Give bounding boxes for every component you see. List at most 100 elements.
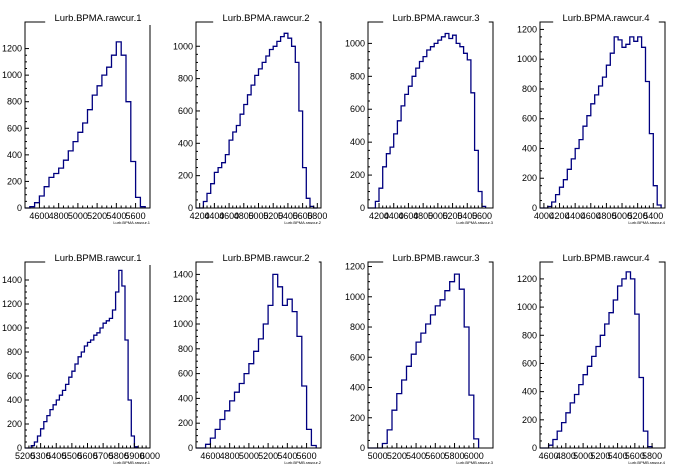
- title-box: [383, 252, 489, 265]
- y-tick-label: 800: [522, 330, 537, 340]
- histogram-series: [540, 271, 653, 449]
- x-tick-label: 5000: [368, 451, 388, 461]
- x-tick-label: 4800: [596, 211, 616, 221]
- x-tick-label: 5200: [387, 451, 407, 461]
- y-tick-label: 400: [7, 395, 22, 405]
- x-axis-label: Lurb.BPMA.rawcur.2: [284, 220, 321, 225]
- y-tick-label: 200: [350, 413, 365, 423]
- x-tick-label: 5600: [297, 451, 317, 461]
- x-axis-label: Lurb.BPMB.rawcur.1: [113, 460, 150, 465]
- histogram-series: [25, 269, 139, 449]
- y-tick-label: 600: [7, 371, 22, 381]
- chart-title: Lurb.BPMA.rawcur.1: [54, 13, 141, 24]
- y-tick-label: 600: [350, 352, 365, 362]
- y-tick-label: 200: [178, 171, 193, 181]
- x-tick-label: 5200: [590, 451, 610, 461]
- x-tick-label: 5000: [573, 451, 593, 461]
- y-tick-label: 200: [7, 176, 22, 186]
- x-tick-label: 4600: [200, 451, 220, 461]
- x-tick-label: 4600: [29, 211, 49, 221]
- title-box: [553, 12, 659, 25]
- x-tick-label: 5200: [628, 211, 648, 221]
- y-tick-label: 200: [522, 415, 537, 425]
- y-tick-label: 1000: [2, 70, 22, 80]
- y-tick-label: 1200: [2, 44, 22, 54]
- x-tick-label: 5400: [46, 451, 66, 461]
- x-tick-label: 4400: [204, 211, 224, 221]
- x-tick-label: 5200: [258, 451, 278, 461]
- y-tick-label: 800: [178, 74, 193, 84]
- histogram-panel: 0 200 400 600 800 1000 1200 1400 4600 4800 5000 520…: [173, 252, 322, 465]
- x-tick-label: 4800: [413, 211, 433, 221]
- y-tick-label: 600: [350, 104, 365, 114]
- chart-title: Lurb.BPMB.rawcur.3: [392, 253, 479, 264]
- x-tick-label: 5700: [93, 451, 113, 461]
- x-tick-label: 4600: [539, 451, 559, 461]
- y-tick-label: 400: [522, 387, 537, 397]
- x-tick-label: 5800: [109, 451, 129, 461]
- x-tick-label: 4600: [581, 211, 601, 221]
- x-tick-label: 5400: [406, 451, 426, 461]
- y-tick-label: 200: [7, 419, 22, 429]
- title-box: [213, 252, 319, 265]
- y-tick-label: 800: [350, 71, 365, 81]
- x-tick-label: 5600: [293, 211, 313, 221]
- x-tick-label: 4200: [550, 211, 570, 221]
- x-tick-label: 5400: [278, 211, 298, 221]
- x-tick-label: 4200: [190, 211, 210, 221]
- x-tick-label: 4600: [219, 211, 239, 221]
- y-tick-label: 1000: [517, 302, 537, 312]
- histogram-series: [196, 273, 317, 449]
- x-tick-label: 5600: [472, 211, 492, 221]
- x-tick-label: 5400: [608, 451, 628, 461]
- x-tick-label: 5600: [126, 211, 146, 221]
- y-tick-label: 0: [17, 443, 22, 453]
- y-tick-label: 1000: [345, 38, 365, 48]
- y-tick-label: 200: [178, 418, 193, 428]
- x-axis-label: Lurb.BPMA.rawcur.4: [628, 220, 665, 225]
- chart-title: Lurb.BPMA.rawcur.4: [562, 13, 649, 24]
- x-axis-label: Lurb.BPMB.rawcur.2: [284, 460, 321, 465]
- chart-title: Lurb.BPMB.rawcur.1: [54, 253, 141, 264]
- x-axis-label: Lurb.BPMA.rawcur.1: [113, 220, 150, 225]
- y-tick-label: 0: [17, 203, 22, 213]
- title-box: [553, 252, 659, 265]
- x-tick-label: 5000: [239, 451, 259, 461]
- x-tick-label: 5400: [643, 211, 663, 221]
- y-tick-label: 400: [178, 393, 193, 403]
- histogram-panel: 0 200 400 600 800 1000 1200 4600480050005200540…: [517, 252, 666, 465]
- y-tick-label: 600: [7, 123, 22, 133]
- y-tick-label: 1000: [173, 319, 193, 329]
- y-tick-label: 800: [7, 347, 22, 357]
- x-tick-label: 4800: [556, 451, 576, 461]
- y-tick-label: 400: [522, 143, 537, 153]
- y-tick-label: 400: [178, 138, 193, 148]
- x-tick-label: 5000: [248, 211, 268, 221]
- x-tick-label: 5000: [612, 211, 632, 221]
- histogram-series: [196, 32, 318, 209]
- y-tick-label: 1200: [2, 299, 22, 309]
- y-tick-label: 0: [360, 443, 365, 453]
- x-tick-label: 5600: [77, 451, 97, 461]
- x-tick-label: 5800: [445, 451, 465, 461]
- x-axis-label: Lurb.BPMB.rawcur.4: [628, 460, 665, 465]
- x-tick-label: 5300: [31, 451, 51, 461]
- x-tick-label: 4800: [49, 211, 69, 221]
- chart-title: Lurb.BPMB.rawcur.4: [562, 253, 649, 264]
- y-tick-label: 800: [7, 97, 22, 107]
- chart-title: Lurb.BPMA.rawcur.2: [222, 13, 309, 24]
- y-tick-label: 1000: [2, 323, 22, 333]
- x-tick-label: 4400: [384, 211, 404, 221]
- y-tick-label: 800: [178, 344, 193, 354]
- y-tick-label: 600: [178, 369, 193, 379]
- x-tick-label: 5800: [642, 451, 662, 461]
- y-tick-label: 600: [178, 106, 193, 116]
- x-tick-label: 4800: [220, 451, 240, 461]
- y-tick-label: 600: [522, 358, 537, 368]
- x-tick-label: 5000: [68, 211, 88, 221]
- x-tick-label: 5900: [124, 451, 144, 461]
- x-tick-label: 5600: [625, 451, 645, 461]
- title-box: [213, 12, 319, 25]
- y-tick-label: 1200: [345, 262, 365, 272]
